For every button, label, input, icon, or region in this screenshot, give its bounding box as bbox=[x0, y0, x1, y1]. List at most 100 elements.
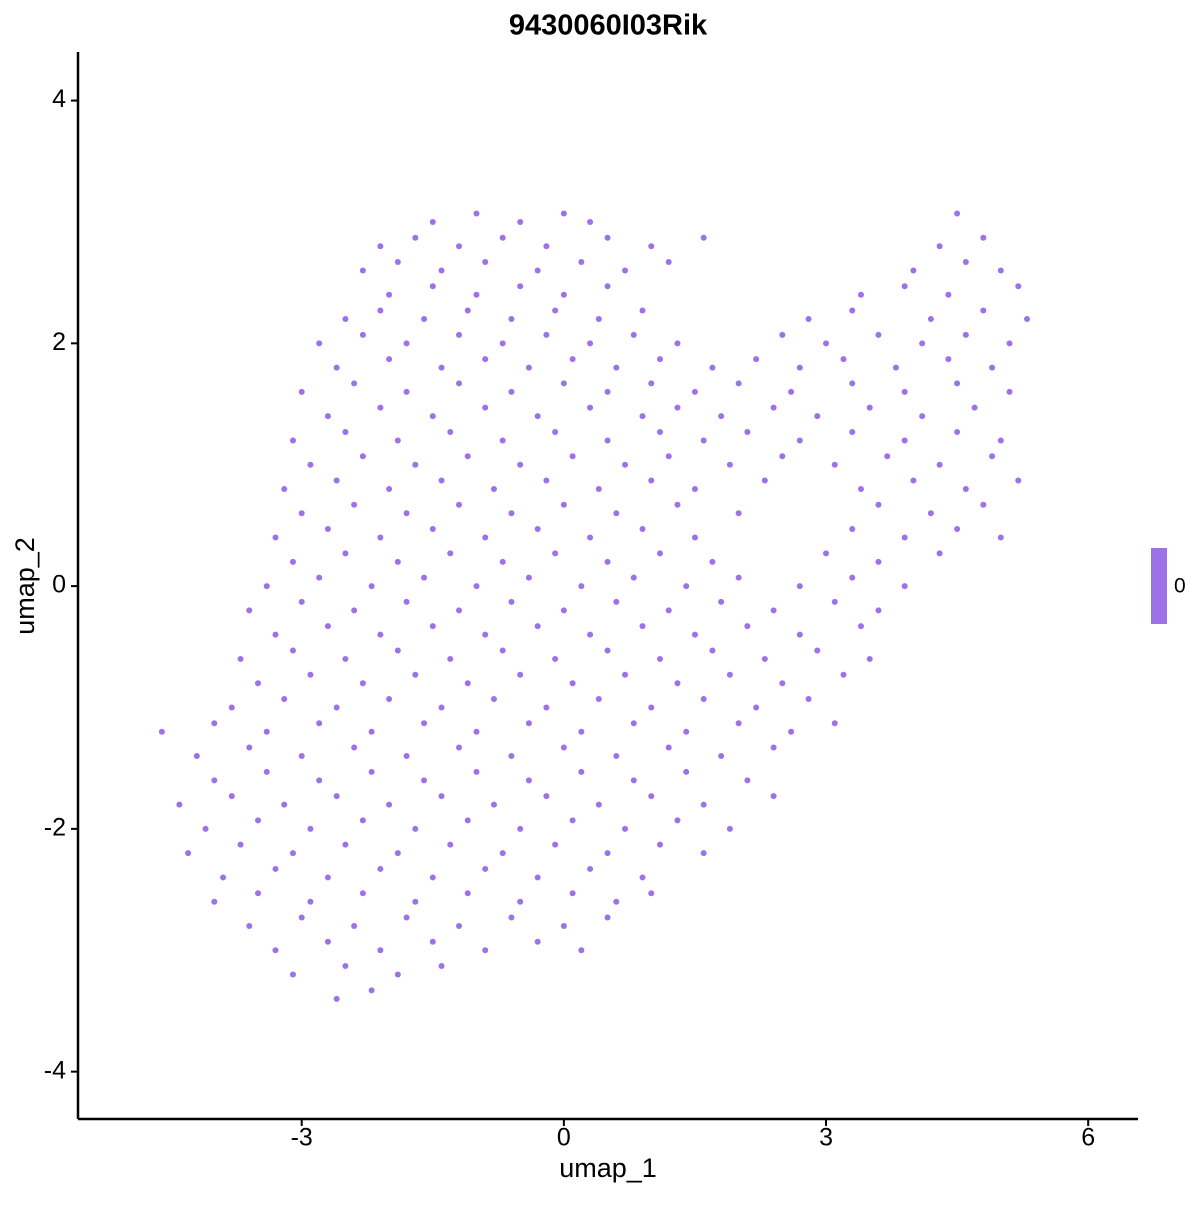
point bbox=[464, 680, 471, 687]
point bbox=[333, 364, 340, 371]
y-tick-label: 2 bbox=[52, 328, 66, 356]
point bbox=[604, 850, 611, 857]
point bbox=[351, 501, 358, 508]
chart-title: 9430060I03Rik bbox=[509, 10, 708, 42]
point bbox=[456, 331, 463, 338]
point bbox=[281, 801, 288, 808]
colorbar-label: 0 bbox=[1174, 575, 1186, 598]
point bbox=[394, 558, 401, 565]
point bbox=[359, 817, 366, 824]
point bbox=[176, 801, 183, 808]
point bbox=[849, 526, 856, 533]
point bbox=[936, 461, 943, 468]
point bbox=[560, 922, 567, 929]
point bbox=[473, 291, 480, 298]
point bbox=[656, 841, 663, 848]
point bbox=[386, 695, 393, 702]
point bbox=[394, 850, 401, 857]
point bbox=[499, 234, 506, 241]
point bbox=[630, 720, 637, 727]
point bbox=[997, 437, 1004, 444]
point bbox=[211, 898, 218, 905]
point bbox=[796, 437, 803, 444]
point bbox=[377, 865, 384, 872]
point bbox=[709, 364, 716, 371]
point bbox=[464, 890, 471, 897]
point bbox=[508, 316, 515, 323]
point bbox=[718, 413, 725, 420]
point bbox=[289, 437, 296, 444]
point bbox=[289, 850, 296, 857]
point bbox=[438, 793, 445, 800]
point bbox=[386, 291, 393, 298]
point bbox=[456, 380, 463, 387]
point bbox=[744, 428, 751, 435]
point bbox=[569, 890, 576, 897]
point bbox=[552, 428, 559, 435]
point bbox=[691, 631, 698, 638]
point bbox=[735, 574, 742, 581]
point bbox=[359, 680, 366, 687]
point bbox=[228, 793, 235, 800]
point bbox=[429, 623, 436, 630]
point bbox=[770, 744, 777, 751]
point bbox=[919, 340, 926, 347]
point bbox=[281, 485, 288, 492]
point bbox=[639, 526, 646, 533]
point bbox=[316, 574, 323, 581]
point bbox=[342, 316, 349, 323]
point bbox=[499, 437, 506, 444]
point bbox=[324, 623, 331, 630]
point bbox=[560, 380, 567, 387]
point bbox=[421, 777, 428, 784]
point bbox=[648, 243, 655, 250]
point bbox=[377, 404, 384, 411]
point bbox=[814, 647, 821, 654]
point bbox=[499, 558, 506, 565]
point bbox=[1006, 388, 1013, 395]
point bbox=[735, 380, 742, 387]
point bbox=[543, 331, 550, 338]
point bbox=[473, 728, 480, 735]
point bbox=[831, 720, 838, 727]
point bbox=[613, 598, 620, 605]
point bbox=[447, 655, 454, 662]
point bbox=[630, 331, 637, 338]
point bbox=[587, 534, 594, 541]
point bbox=[726, 825, 733, 832]
point bbox=[735, 510, 742, 517]
point bbox=[665, 744, 672, 751]
point bbox=[622, 267, 629, 274]
point bbox=[333, 704, 340, 711]
point bbox=[630, 777, 637, 784]
point bbox=[482, 356, 489, 363]
point bbox=[272, 947, 279, 954]
point bbox=[595, 485, 602, 492]
point bbox=[587, 340, 594, 347]
point bbox=[543, 243, 550, 250]
point bbox=[482, 534, 489, 541]
point bbox=[508, 914, 515, 921]
point bbox=[342, 963, 349, 970]
point bbox=[814, 413, 821, 420]
point bbox=[875, 501, 882, 508]
point bbox=[368, 768, 375, 775]
point bbox=[648, 890, 655, 897]
point bbox=[936, 550, 943, 557]
point bbox=[761, 477, 768, 484]
x-tick-label: -3 bbox=[291, 1124, 313, 1152]
point bbox=[700, 695, 707, 702]
point bbox=[1015, 283, 1022, 290]
point bbox=[744, 777, 751, 784]
point bbox=[587, 218, 594, 225]
point bbox=[377, 947, 384, 954]
point bbox=[954, 210, 961, 217]
point bbox=[447, 428, 454, 435]
point bbox=[604, 283, 611, 290]
point bbox=[622, 825, 629, 832]
point bbox=[403, 340, 410, 347]
point bbox=[272, 631, 279, 638]
point bbox=[744, 623, 751, 630]
point bbox=[289, 971, 296, 978]
point bbox=[158, 728, 165, 735]
